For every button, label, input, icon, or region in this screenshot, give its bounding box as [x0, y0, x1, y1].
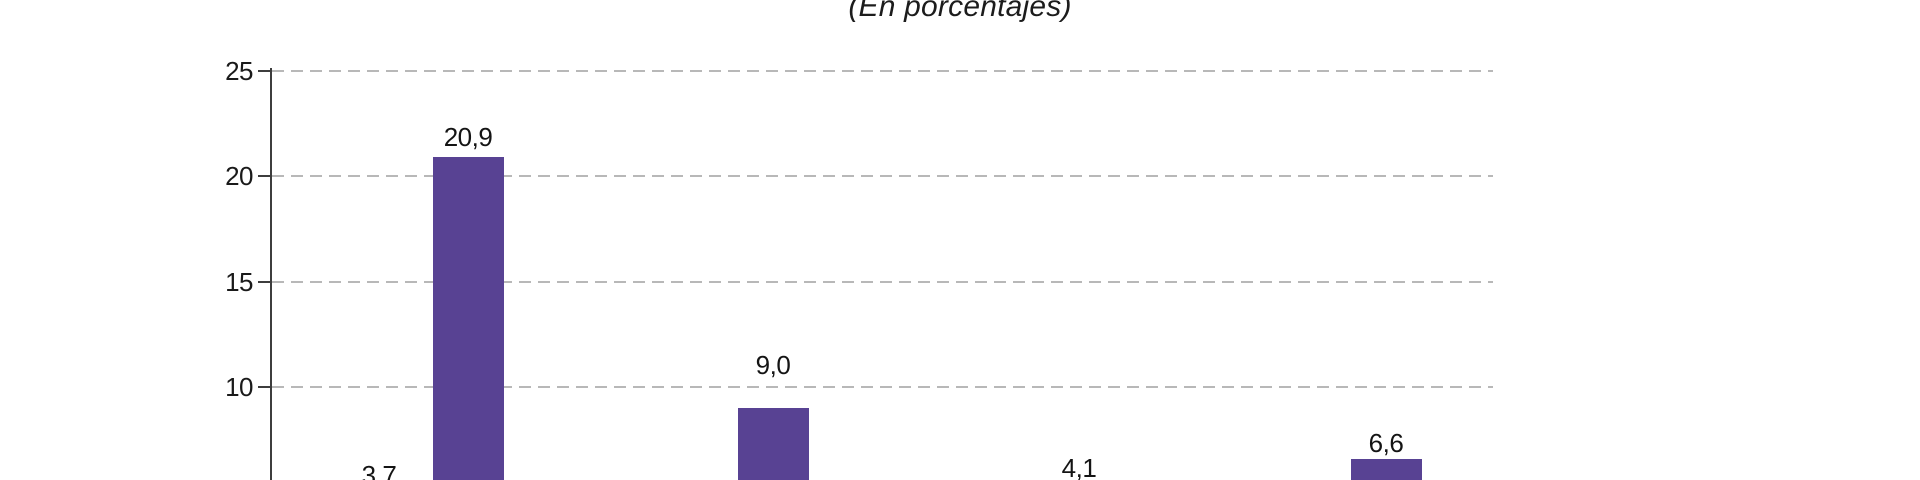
- bar-value-label: 6,6: [1368, 428, 1404, 458]
- bar-value-label: 4,1: [1061, 453, 1097, 480]
- bar: [433, 157, 504, 480]
- bar: [1351, 459, 1422, 480]
- y-axis-tick-label: 15: [225, 267, 253, 297]
- y-axis-tick-label: 25: [225, 56, 253, 86]
- bar: [738, 408, 809, 480]
- y-axis-tick: [258, 175, 272, 177]
- y-axis-tick: [258, 281, 272, 283]
- gridline: [272, 175, 1493, 177]
- bar-value-label: 3,7: [361, 460, 397, 480]
- y-axis-line: [270, 68, 272, 480]
- y-axis-tick: [258, 386, 272, 388]
- bar-value-label: 9,0: [755, 350, 791, 380]
- gridline: [272, 281, 1493, 283]
- y-axis-tick-label: 20: [225, 161, 253, 191]
- gridline: [272, 386, 1493, 388]
- y-axis-tick-label: 10: [225, 372, 253, 402]
- gridline: [272, 70, 1493, 72]
- y-axis-tick: [258, 70, 272, 72]
- chart-subtitle: (En porcentajes): [848, 0, 1072, 23]
- bar-value-label: 20,9: [443, 122, 493, 152]
